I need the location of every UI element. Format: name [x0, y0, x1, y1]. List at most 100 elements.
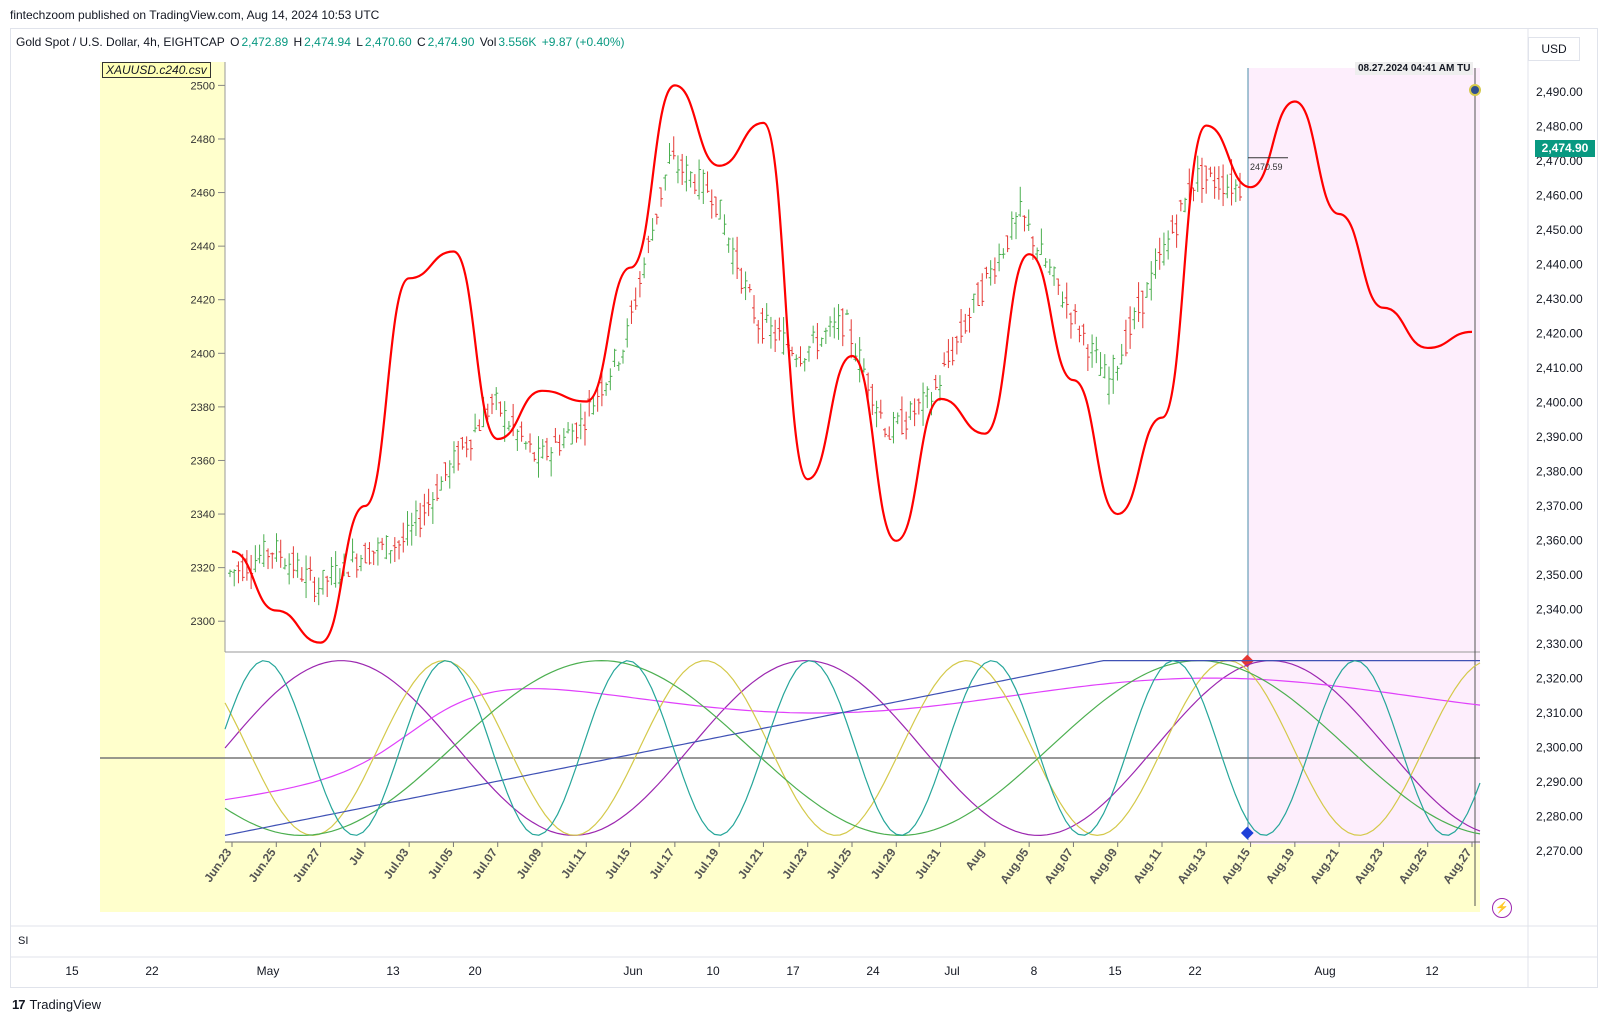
price-bar [591, 395, 596, 415]
price-bar [844, 309, 849, 315]
right-axis-tick-label: 2,390.00 [1536, 430, 1583, 444]
price-bar [523, 441, 528, 450]
price-bar [806, 345, 811, 362]
price-bar [1060, 291, 1065, 308]
right-axis-tick-label: 2,330.00 [1536, 637, 1583, 651]
date-box: 08.27.2024 04:41 AM TU [1355, 62, 1474, 75]
chart-frame [10, 28, 1598, 988]
price-bar [1052, 266, 1057, 286]
price-bar [967, 307, 972, 333]
price-bar [287, 553, 292, 585]
price-bar [773, 319, 778, 353]
price-bar [697, 159, 702, 200]
high-label: H [293, 35, 303, 49]
price-bar [743, 271, 748, 301]
price-bar [1106, 366, 1111, 405]
price-bar [621, 349, 626, 364]
price-bar [963, 313, 968, 334]
price-bar [1136, 282, 1141, 322]
price-bar [418, 502, 423, 538]
volume-label: Vol [479, 35, 497, 49]
time-axis-tick-label: 13 [386, 964, 400, 978]
price-bar [299, 567, 304, 582]
inner-y-tick-label: 2460 [191, 188, 215, 200]
right-axis-tick-label: 2,320.00 [1536, 672, 1583, 686]
price-bar [506, 421, 511, 431]
price-bar [549, 447, 554, 477]
price-bar [908, 401, 913, 421]
price-bar [1149, 261, 1154, 301]
price-bar [485, 403, 490, 420]
price-bar [1212, 166, 1217, 199]
price-bar [1128, 306, 1133, 349]
price-bar [320, 569, 325, 595]
price-bar [468, 439, 473, 461]
right-axis-tick-label: 2,410.00 [1536, 361, 1583, 375]
price-bar [633, 287, 638, 310]
price-bar [718, 199, 723, 220]
price-bar [752, 295, 757, 324]
price-bar [439, 476, 444, 491]
price-bar [274, 533, 279, 562]
price-bar [519, 421, 524, 442]
price-bar [663, 174, 668, 191]
price-bar [933, 374, 938, 390]
price-bar [684, 155, 689, 192]
price-bar [1119, 343, 1124, 365]
symbol-name[interactable]: Gold Spot / U.S. Dollar, 4h, EIGHTCAP [16, 35, 225, 49]
time-axis-tick-label: 22 [1188, 964, 1202, 978]
price-bar [1183, 197, 1188, 213]
price-bar [616, 361, 621, 371]
footer: 17 TradingView [12, 997, 101, 1012]
price-bar [667, 142, 672, 164]
price-bar [1077, 325, 1082, 343]
price-bar [692, 174, 697, 195]
attribution-text: fintechzoom published on TradingView.com… [10, 8, 380, 22]
right-axis-tick-label: 2,340.00 [1536, 603, 1583, 617]
price-bar [333, 551, 338, 588]
price-bar [490, 393, 495, 415]
last-price-tag: 2,474.90 [1535, 140, 1595, 157]
price-bar [646, 235, 651, 254]
price-bar [1001, 248, 1006, 259]
price-bar [950, 336, 955, 366]
price-bar [1178, 199, 1183, 212]
price-bar [532, 451, 537, 462]
price-bar [1081, 323, 1086, 346]
price-bar [346, 571, 351, 577]
price-bar [1216, 166, 1221, 200]
price-bar [325, 575, 330, 598]
time-axis-tick-label: Jul [944, 964, 959, 978]
currency-button[interactable]: USD [1528, 37, 1580, 61]
price-bar [802, 358, 807, 372]
price-bar [1068, 312, 1073, 339]
price-bar [257, 544, 262, 564]
right-axis-tick-label: 2,400.00 [1536, 396, 1583, 410]
low-value: 2,470.60 [364, 35, 412, 49]
price-bar [388, 550, 393, 564]
brand-name[interactable]: TradingView [29, 997, 102, 1012]
inner-y-tick-label: 2340 [191, 509, 215, 521]
projection-region [1248, 68, 1480, 844]
oscillator-line [224, 677, 1481, 801]
price-bar [1132, 307, 1137, 330]
price-bar [1073, 304, 1078, 325]
right-axis-tick-label: 2,350.00 [1536, 568, 1583, 582]
price-bar [599, 371, 604, 407]
price-bar [574, 422, 579, 443]
lightning-icon[interactable]: ⚡ [1492, 898, 1512, 918]
price-bar [1094, 336, 1099, 364]
price-bar [528, 433, 533, 453]
inner-y-tick-label: 2420 [191, 295, 215, 307]
price-bar [553, 427, 558, 443]
price-bar [823, 327, 828, 345]
file-label: XAUUSD.c240.csv [102, 62, 211, 78]
price-bar [764, 303, 769, 323]
right-axis-tick-label: 2,270.00 [1536, 844, 1583, 858]
price-bar [354, 553, 359, 578]
price-bar [1195, 155, 1200, 192]
price-bar [954, 335, 959, 355]
price-bar [1174, 214, 1179, 248]
price-bar [1047, 258, 1052, 276]
